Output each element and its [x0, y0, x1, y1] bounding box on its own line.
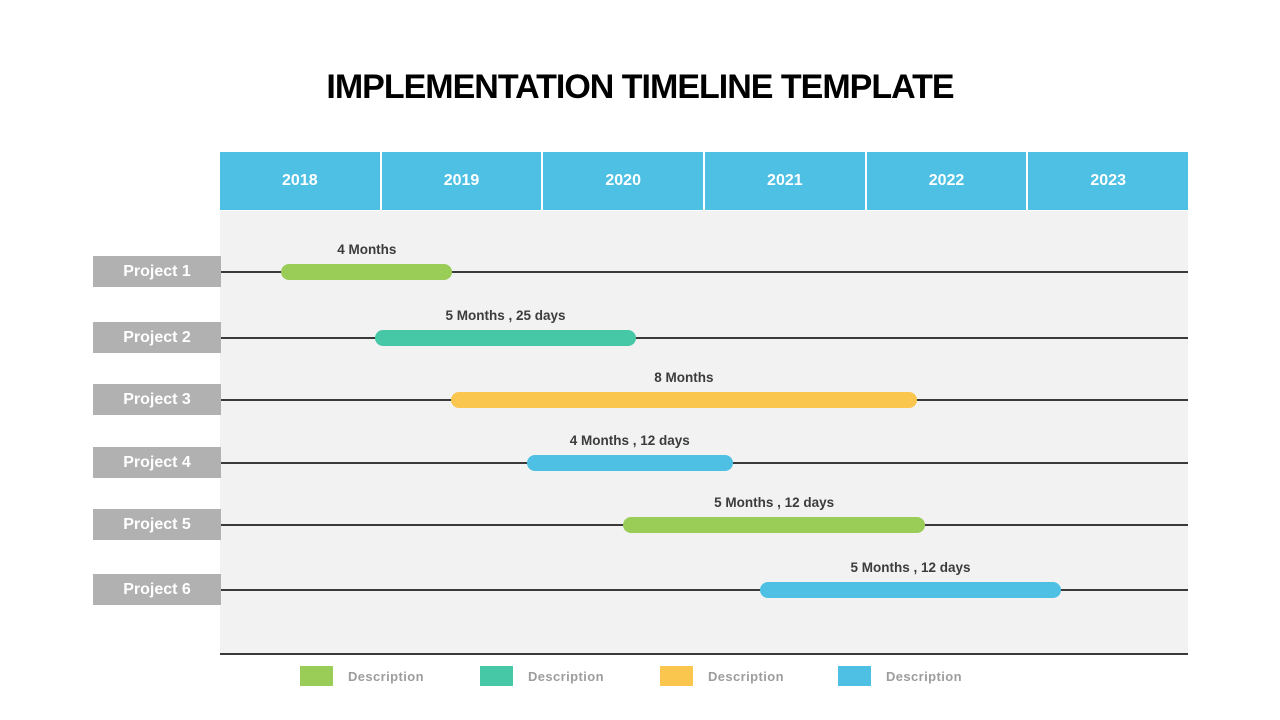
timeline-row-line	[221, 271, 1188, 273]
legend-item: Description	[660, 666, 784, 686]
project-label: Project 3	[93, 384, 221, 415]
legend-swatch	[660, 666, 693, 686]
timeline-bar	[526, 455, 734, 471]
legend-swatch	[300, 666, 333, 686]
bar-duration-label: 5 Months , 12 days	[714, 495, 835, 510]
year-cell: 2018	[220, 152, 382, 210]
page-title: IMPLEMENTATION TIMELINE TEMPLATE	[326, 68, 954, 106]
timeline-bar	[281, 264, 453, 280]
timeline-row-line	[221, 589, 1188, 591]
bar-duration-label: 5 Months , 25 days	[445, 308, 566, 323]
legend-label: Description	[348, 668, 424, 684]
bar-duration-label: 4 Months	[337, 242, 397, 257]
year-cell: 2023	[1090, 172, 1126, 189]
year-cell: 2019	[382, 152, 544, 210]
year-cell: 2020	[543, 152, 706, 210]
legend-item: Description	[480, 666, 604, 686]
bar-duration-label: 4 Months , 12 days	[569, 433, 690, 448]
legend-label: Description	[886, 668, 962, 684]
year-cell: 2022	[867, 152, 1029, 210]
legend-swatch	[838, 666, 871, 686]
project-label: Project 4	[93, 447, 221, 478]
year-cell: 2021	[705, 152, 867, 210]
legend-item: Description	[838, 666, 962, 686]
legend-label: Description	[708, 668, 784, 684]
timeline-bar	[623, 517, 926, 533]
timeline-row-line	[221, 337, 1188, 339]
legend-item: Description	[300, 666, 424, 686]
timeline-bar	[760, 582, 1061, 598]
project-label: Project 2	[93, 322, 221, 353]
timeline-bar	[374, 330, 637, 346]
timeline-plot-area	[220, 211, 1188, 655]
project-label: Project 5	[93, 509, 221, 540]
legend-swatch	[480, 666, 513, 686]
project-label: Project 6	[93, 574, 221, 605]
bar-duration-label: 5 Months , 12 days	[850, 560, 971, 575]
legend-label: Description	[528, 668, 604, 684]
year-header-row: 2018 2019 2020 2021 2022 2023	[220, 152, 1188, 210]
project-label: Project 1	[93, 256, 221, 287]
timeline-bar	[450, 392, 917, 408]
bar-duration-label: 8 Months	[654, 370, 714, 385]
